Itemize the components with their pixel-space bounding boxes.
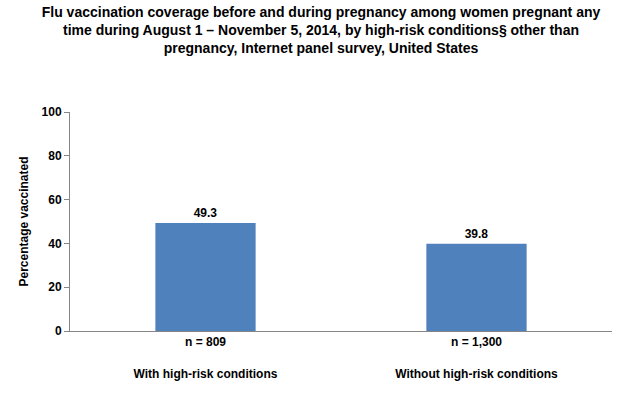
svg-text:100: 100 <box>42 105 62 119</box>
svg-text:n = 809With high-risk conditio: n = 809With high-risk conditions <box>134 335 278 380</box>
svg-text:40: 40 <box>48 237 62 251</box>
svg-text:Flu vaccination coverage befor: Flu vaccination coverage before and duri… <box>42 4 601 56</box>
svg-text:20: 20 <box>48 280 62 294</box>
svg-text:39.8: 39.8 <box>465 227 489 241</box>
svg-text:Percentage vaccinated: Percentage vaccinated <box>17 156 31 286</box>
svg-text:60: 60 <box>48 193 62 207</box>
svg-text:80: 80 <box>48 149 62 163</box>
svg-text:0: 0 <box>55 324 62 338</box>
svg-text:49.3: 49.3 <box>194 206 218 220</box>
svg-text:n = 1,300Without high-risk con: n = 1,300Without high-risk conditions <box>395 335 558 380</box>
